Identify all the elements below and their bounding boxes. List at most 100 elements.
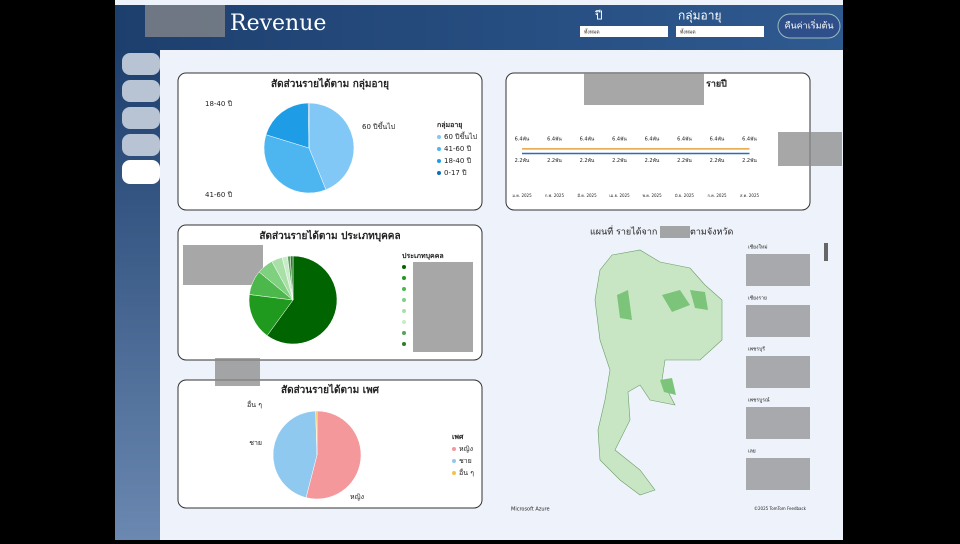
province-card [746,458,810,490]
legend-swatch [452,471,456,475]
pie-slice [248,294,294,336]
nav-item[interactable] [122,53,160,75]
x-tick-label: ก.พ. 2025 [545,193,565,198]
x-tick-label: พ.ค. 2025 [642,193,662,198]
map-highlights [617,290,708,395]
chart-title: สัดส่วนรายได้ตาม กลุ่มอายุ [271,77,389,90]
legend-label: 0-17 ปี [444,169,467,177]
filter-value: ทั้งหมด [584,27,600,36]
province-label: เลย [748,449,756,455]
title: Revenue [230,11,326,36]
legend-swatch [402,320,406,324]
legend-label: 60 ปีขึ้นไป [444,130,478,141]
data-label: 2.2พัน [677,158,692,164]
legend-label: หญิง [459,445,473,453]
nav-item[interactable] [122,107,160,129]
slice-label: หญิง [350,493,364,501]
map-provider: Microsoft Azure [511,507,550,513]
province-label: เพชรบูรณ์ [748,397,770,404]
legend-title: กลุ่มอายุ [437,121,462,129]
legend-label: 41-60 ปี [444,145,472,153]
data-label: 6.4พัน [547,136,562,142]
legend-swatch [402,287,406,291]
nav-item-active[interactable] [122,160,160,184]
nav [115,50,160,540]
legend-swatch [402,331,406,335]
legend-swatch [437,159,441,163]
blurred [413,262,473,352]
data-label: 6.4พัน [710,136,725,142]
data-label: 2.2พัน [580,158,595,164]
legend-swatch [402,276,406,280]
data-label: 2.2พัน [612,158,627,164]
filter-value: ทั้งหมด [680,27,696,36]
legend-label: ชาย [459,457,472,465]
filter-label: ปี [594,9,602,23]
data-label: 6.4พัน [645,136,660,142]
data-label: 2.2พัน [742,158,757,164]
slice-label: 60 ปีขึ้นไป [362,120,396,131]
legend-title: เพศ [452,433,464,441]
province-label: เชียงราย [748,295,767,302]
pie-slice [305,410,362,500]
legend-label: 18-40 ปี [444,157,472,165]
dropdown[interactable] [676,26,764,37]
legend-label: อื่น ๆ [459,468,474,477]
scrollbar[interactable] [824,243,828,261]
chart-title: สัดส่วนรายได้ตาม เพศ [281,383,380,396]
legend-swatch [402,298,406,302]
pie-slice [272,410,318,498]
legend-swatch [437,147,441,151]
data-label: 2.2พัน [515,158,530,164]
legend-swatch [437,171,441,175]
x-tick-label: ก.ค. 2025 [707,193,727,198]
button-label: คืนค่าเริ่มต้น [784,19,833,32]
pie-slice [308,102,355,191]
map-title: แผนที่ รายได้จาก [590,225,657,238]
pie-slice [265,102,310,149]
province-label: เพชรบุรี [748,346,765,353]
blurred [584,73,704,105]
slice-label: อื่น ๆ [247,400,262,409]
reset-button[interactable] [777,13,841,39]
x-tick-label: มี.ค. 2025 [577,193,597,198]
province-card [746,407,810,439]
pie-slice [266,255,338,345]
nav-item[interactable] [122,80,160,102]
slice-label: 18-40 ปี [205,100,233,108]
blurred [145,5,225,37]
data-label: 6.4พัน [742,136,757,142]
legend-swatch [402,342,406,346]
legend-swatch [437,135,441,139]
legend-swatch [452,459,456,463]
data-label: 6.4พัน [612,136,627,142]
chart-title: รายปี [706,79,727,90]
x-tick-label: ม.ค. 2025 [512,193,532,198]
province-card [746,254,810,286]
chart-title: สัดส่วนรายได้ตาม ประเภทบุคคล [259,229,400,242]
province-label: เชียงใหม่ [748,244,768,251]
data-label: 2.2พัน [710,158,725,164]
data-label: 2.2พัน [547,158,562,164]
x-tick-label: มิ.ย. 2025 [675,193,695,198]
province-card [746,356,810,388]
filter-label: กลุ่มอายุ [678,9,722,24]
pie-slice [307,102,310,149]
dropdown[interactable] [580,26,668,37]
data-label: 6.4พัน [515,136,530,142]
pie-slice [315,410,318,456]
slice-label: 41-60 ปี [205,191,233,199]
x-tick-label: ส.ค. 2025 [740,193,760,198]
blurred [778,132,842,166]
legend-swatch [402,265,406,269]
legend-swatch [452,447,456,451]
map-attribution: ©2025 TomTom Feedback [754,506,807,511]
map-title: ตามจังหวัด [690,228,733,238]
blurred [660,226,690,238]
data-label: 6.4พัน [580,136,595,142]
nav-item[interactable] [122,134,160,156]
pie-slice [263,134,327,194]
legend-title: ประเภทบุคคล [402,252,444,260]
data-label: 6.4พัน [677,136,692,142]
